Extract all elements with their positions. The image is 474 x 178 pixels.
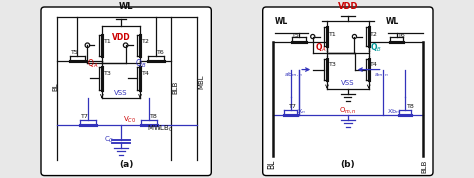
Text: T7: T7 bbox=[81, 114, 89, 119]
Text: Q$_B$: Q$_B$ bbox=[371, 41, 383, 54]
Text: ab$_{m,n}$: ab$_{m,n}$ bbox=[283, 71, 302, 79]
Text: WL: WL bbox=[275, 17, 288, 26]
Text: T1: T1 bbox=[329, 32, 337, 37]
Text: T6: T6 bbox=[398, 33, 406, 38]
Text: VSS: VSS bbox=[114, 90, 128, 96]
Text: Q$_A$: Q$_A$ bbox=[87, 57, 99, 70]
Text: MBL: MBL bbox=[198, 74, 204, 89]
Text: T1: T1 bbox=[103, 40, 111, 44]
Text: T7: T7 bbox=[289, 104, 297, 109]
Text: BL: BL bbox=[53, 83, 59, 91]
Text: T5: T5 bbox=[292, 33, 300, 38]
FancyBboxPatch shape bbox=[41, 7, 211, 176]
Text: (a): (a) bbox=[119, 160, 133, 169]
Text: T3: T3 bbox=[103, 71, 111, 76]
Text: T8: T8 bbox=[150, 114, 158, 119]
Text: T8: T8 bbox=[407, 104, 415, 109]
Text: X$_n$: X$_n$ bbox=[298, 107, 306, 116]
Text: VSS: VSS bbox=[341, 80, 355, 86]
Text: T3: T3 bbox=[329, 62, 337, 67]
Text: WL: WL bbox=[386, 17, 399, 26]
Text: BL: BL bbox=[267, 160, 276, 169]
Text: WL: WL bbox=[119, 2, 133, 11]
Text: BLB: BLB bbox=[421, 160, 427, 173]
Text: Xb$_n$: Xb$_n$ bbox=[387, 107, 400, 116]
Text: T4: T4 bbox=[371, 62, 378, 67]
Text: C$_C$: C$_C$ bbox=[103, 135, 114, 145]
Text: O$_{m,n}$: O$_{m,n}$ bbox=[339, 105, 356, 115]
Text: VDD: VDD bbox=[112, 33, 130, 42]
Text: BLB: BLB bbox=[172, 80, 178, 94]
Text: VDD: VDD bbox=[337, 2, 358, 11]
Text: T5: T5 bbox=[71, 50, 78, 55]
Text: T6: T6 bbox=[157, 50, 165, 55]
Text: (b): (b) bbox=[340, 160, 355, 169]
Text: T2: T2 bbox=[371, 32, 378, 37]
Text: T2: T2 bbox=[142, 40, 150, 44]
Text: MWLB$_0$: MWLB$_0$ bbox=[147, 123, 173, 134]
FancyBboxPatch shape bbox=[263, 7, 433, 176]
Text: V$_{C0}$: V$_{C0}$ bbox=[123, 115, 136, 125]
Text: Q$_A$: Q$_A$ bbox=[315, 41, 327, 54]
Text: a$_{m,n}$: a$_{m,n}$ bbox=[374, 72, 389, 79]
Text: Q$_B$: Q$_B$ bbox=[135, 57, 146, 70]
Text: T4: T4 bbox=[142, 71, 150, 76]
